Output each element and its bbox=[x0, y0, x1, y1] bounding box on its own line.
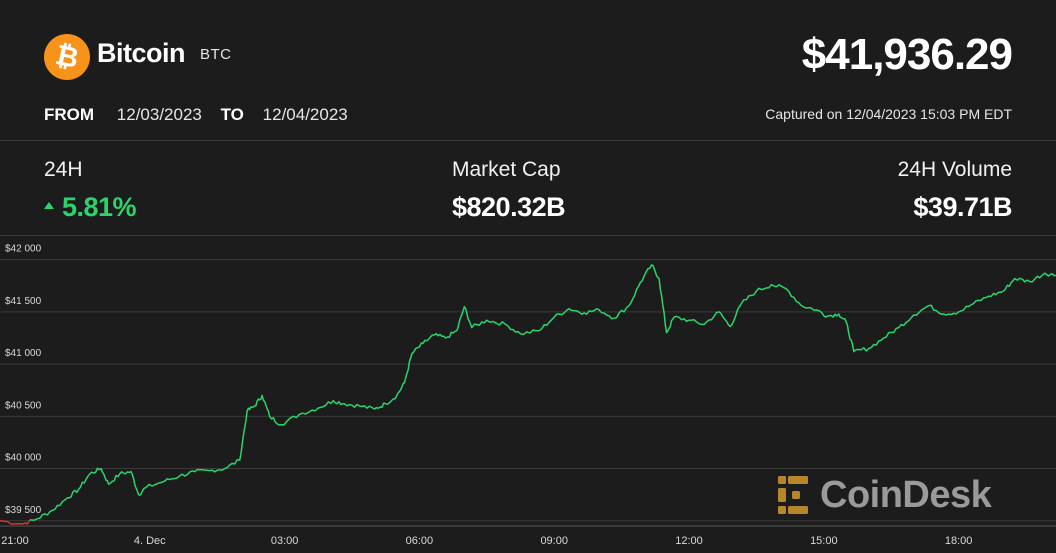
to-date: 12/04/2023 bbox=[262, 105, 348, 124]
stat-market-cap: Market Cap $820.32B bbox=[452, 158, 566, 223]
change-label: 24H bbox=[44, 158, 83, 181]
x-tick-label: 15:00 bbox=[810, 535, 838, 547]
date-range: FROM 12/03/2023 TO 12/04/2023 bbox=[44, 105, 348, 125]
bitcoin-logo-icon: ₿ bbox=[44, 34, 90, 80]
y-tick-label: $41 000 bbox=[5, 348, 42, 359]
from-date: 12/03/2023 bbox=[116, 105, 202, 124]
coin-header: ₿ Bitcoin BTC $41,936.29 FROM 12/03/2023… bbox=[0, 0, 1056, 140]
coindesk-text: CoinDesk bbox=[820, 474, 992, 516]
coindesk-logo-icon bbox=[778, 476, 808, 514]
up-arrow-icon bbox=[44, 202, 54, 210]
volume-value: $39.71B bbox=[913, 192, 1012, 222]
header-divider bbox=[0, 140, 1056, 141]
y-tick-label: $41 500 bbox=[5, 296, 42, 307]
x-tick-label: 12:00 bbox=[675, 535, 703, 547]
coin-symbol: BTC bbox=[200, 46, 232, 63]
change-value: 5.81% bbox=[62, 192, 137, 222]
market-cap-value: $820.32B bbox=[452, 192, 566, 222]
price-line-down-segment bbox=[0, 519, 31, 525]
to-label: TO bbox=[220, 105, 244, 124]
x-tick-label: 09:00 bbox=[540, 535, 568, 547]
change-value-wrap: 5.81% bbox=[44, 192, 137, 223]
x-tick-label: 4. Dec bbox=[134, 535, 166, 547]
volume-label: 24H Volume bbox=[897, 158, 1012, 181]
coindesk-watermark: CoinDesk bbox=[776, 472, 1016, 518]
x-axis-labels: 21:00 4. Dec 03:00 06:00 09:00 12:00 15:00 18:0… bbox=[1, 535, 972, 547]
stats-divider bbox=[0, 235, 1056, 236]
price-chart: $39 500 $40 000 $40 500 $41 000 $41 500 $42 0… bbox=[0, 244, 1056, 547]
captured-timestamp: Captured on 12/04/2023 15:03 PM EDT bbox=[765, 106, 1012, 122]
stat-24h-change: 24H 5.81% bbox=[44, 158, 137, 223]
y-tick-label: $42 000 bbox=[5, 244, 42, 255]
from-label: FROM bbox=[44, 105, 95, 124]
current-price: $41,936.29 bbox=[801, 30, 1013, 79]
y-tick-label: $39 500 bbox=[5, 505, 42, 516]
chart-line-layer bbox=[0, 264, 1056, 525]
stat-24h-volume: 24H Volume $39.71B bbox=[897, 158, 1013, 223]
x-tick-label: 18:00 bbox=[945, 535, 973, 547]
y-axis-labels: $39 500 $40 000 $40 500 $41 000 $41 500 $42 0… bbox=[5, 244, 42, 516]
x-tick-label: 21:00 bbox=[1, 535, 29, 547]
y-tick-label: $40 500 bbox=[5, 400, 42, 411]
x-tick-label: 03:00 bbox=[271, 535, 299, 547]
coin-name: Bitcoin bbox=[97, 38, 186, 68]
price-line bbox=[29, 264, 1056, 521]
y-tick-label: $40 000 bbox=[5, 453, 42, 464]
chart-grid bbox=[0, 259, 1056, 527]
x-tick-label: 06:00 bbox=[406, 535, 434, 547]
market-cap-label: Market Cap bbox=[452, 158, 561, 181]
